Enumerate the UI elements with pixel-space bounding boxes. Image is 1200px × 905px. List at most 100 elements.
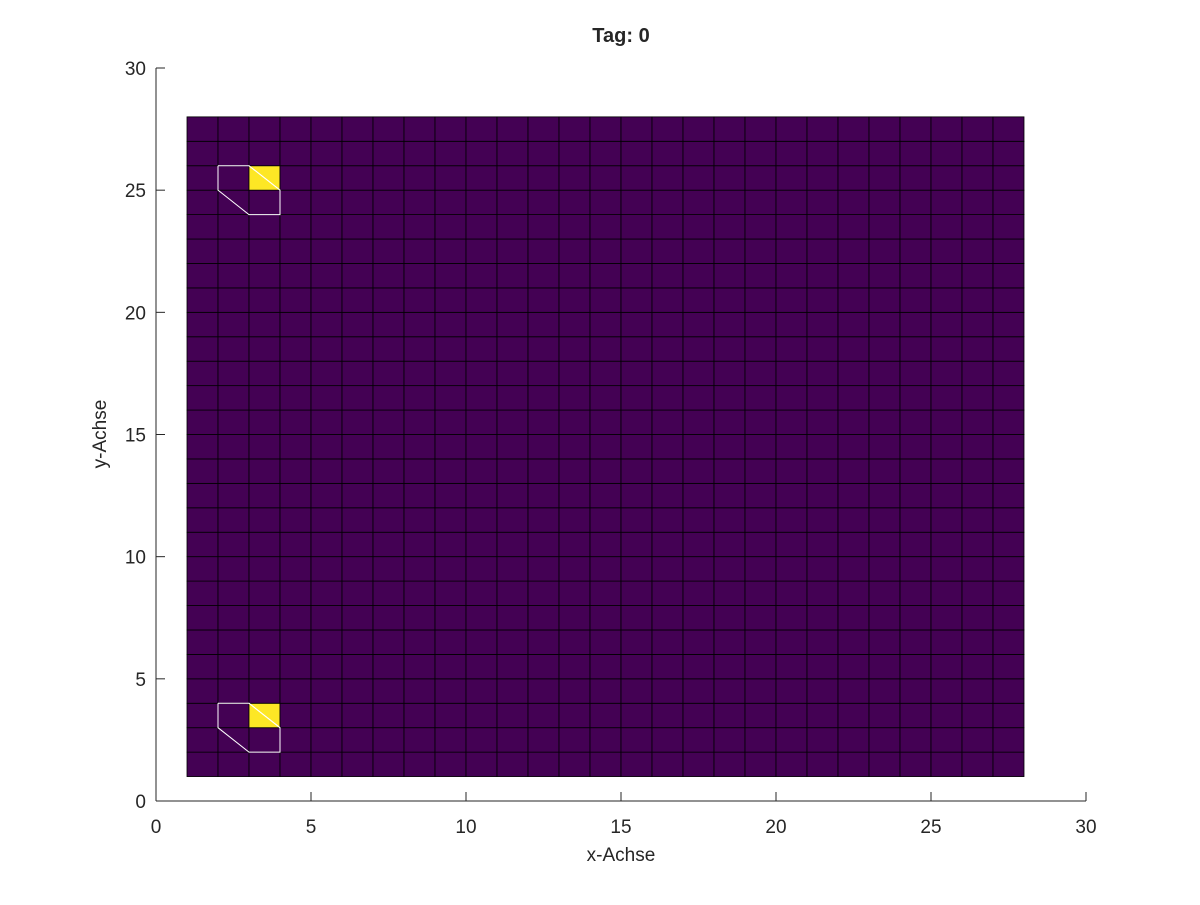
heatmap-cell — [527, 531, 560, 558]
heatmap-cell — [558, 556, 591, 582]
heatmap-cell — [248, 678, 281, 704]
heatmap-cell — [930, 531, 963, 558]
heatmap-cell — [992, 654, 1025, 680]
heatmap-cell — [341, 238, 374, 264]
heatmap-cell — [899, 140, 932, 167]
heatmap-cell — [465, 189, 498, 216]
heatmap-cell — [248, 287, 281, 313]
heatmap-cell — [496, 702, 529, 729]
heatmap-cell — [403, 336, 436, 362]
heatmap-cell — [620, 482, 653, 509]
heatmap-cell — [434, 214, 467, 240]
heatmap-cell — [496, 605, 529, 631]
heatmap-cell — [372, 214, 405, 240]
heatmap-cell — [186, 531, 219, 558]
heatmap-cell — [217, 311, 250, 338]
heatmap-cell — [806, 214, 839, 240]
heatmap-cell — [837, 751, 870, 777]
heatmap-cell — [837, 385, 870, 411]
heatmap-cell — [713, 654, 746, 680]
heatmap-cell — [744, 385, 777, 411]
heatmap-cell — [775, 482, 808, 509]
heatmap-cell — [403, 727, 436, 753]
heatmap-cell — [868, 580, 901, 606]
heatmap-cell — [775, 751, 808, 777]
heatmap-cell — [372, 165, 405, 191]
heatmap-cell — [434, 336, 467, 362]
heatmap-cell — [713, 605, 746, 631]
heatmap-cell — [558, 531, 591, 558]
heatmap-cell — [744, 214, 777, 240]
heatmap-cell — [341, 629, 374, 655]
heatmap-cell — [217, 287, 250, 313]
heatmap-cell — [775, 336, 808, 362]
heatmap-cell — [899, 385, 932, 411]
heatmap-cell — [961, 311, 994, 338]
heatmap-cell — [186, 629, 219, 655]
heatmap-cell — [899, 311, 932, 338]
heatmap-cell — [682, 702, 715, 729]
heatmap-cell — [589, 580, 622, 606]
heatmap-cell — [279, 189, 312, 216]
heatmap-cell — [961, 507, 994, 533]
heatmap-cell — [465, 165, 498, 191]
heatmap-cell — [465, 263, 498, 289]
heatmap-cell — [899, 287, 932, 313]
heatmap-cell — [558, 727, 591, 753]
heatmap-cell — [899, 238, 932, 264]
heatmap-cell — [341, 751, 374, 777]
heatmap-cell — [589, 238, 622, 264]
heatmap-cell — [434, 116, 467, 142]
heatmap-cell — [558, 580, 591, 606]
heatmap-cell — [217, 385, 250, 411]
heatmap-cell — [992, 409, 1025, 435]
y-tick-label: 20 — [125, 303, 146, 324]
heatmap-cell — [589, 531, 622, 558]
heatmap-cell — [558, 654, 591, 680]
heatmap-cell — [248, 482, 281, 509]
heatmap-cell — [527, 458, 560, 484]
heatmap-cell — [248, 458, 281, 484]
heatmap-cell — [837, 531, 870, 558]
heatmap-cell — [682, 263, 715, 289]
heatmap-cell — [682, 629, 715, 655]
heatmap-cell — [248, 263, 281, 289]
heatmap-cell — [186, 165, 219, 191]
heatmap-cell — [248, 556, 281, 582]
heatmap-cell — [248, 409, 281, 435]
heatmap-cell — [310, 287, 343, 313]
heatmap-cell — [372, 654, 405, 680]
heatmap-cell — [868, 336, 901, 362]
heatmap-cell — [806, 458, 839, 484]
heatmap-cell — [992, 629, 1025, 655]
heatmap-cell — [651, 360, 684, 387]
heatmap-cell — [403, 434, 436, 460]
heatmap-cell — [682, 360, 715, 387]
heatmap-cell — [217, 678, 250, 704]
heatmap-cell — [465, 654, 498, 680]
heatmap-cell — [713, 140, 746, 167]
heatmap-cell — [930, 654, 963, 680]
heatmap-cell — [837, 580, 870, 606]
axes: 0 5 10 15 20 25 30 0 5 10 15 20 25 30 — [125, 59, 1097, 838]
heatmap-cell — [651, 458, 684, 484]
heatmap-cell — [341, 263, 374, 289]
heatmap-cell — [651, 556, 684, 582]
heatmap-cell — [496, 556, 529, 582]
y-tick-label: 15 — [125, 426, 146, 447]
heatmap-cell — [186, 263, 219, 289]
heatmap-cell — [806, 165, 839, 191]
heatmap-cell — [713, 531, 746, 558]
heatmap-cell — [620, 189, 653, 216]
heatmap-cell — [837, 409, 870, 435]
heatmap-cell — [961, 727, 994, 753]
heatmap-cell — [465, 751, 498, 777]
heatmap-cell — [651, 678, 684, 704]
heatmap-cell — [527, 336, 560, 362]
heatmap-cell — [372, 409, 405, 435]
heatmap-cell — [372, 580, 405, 606]
heatmap-cell — [992, 751, 1025, 777]
heatmap-cell — [682, 482, 715, 509]
heatmap-cell — [372, 727, 405, 753]
heatmap-cell — [775, 165, 808, 191]
